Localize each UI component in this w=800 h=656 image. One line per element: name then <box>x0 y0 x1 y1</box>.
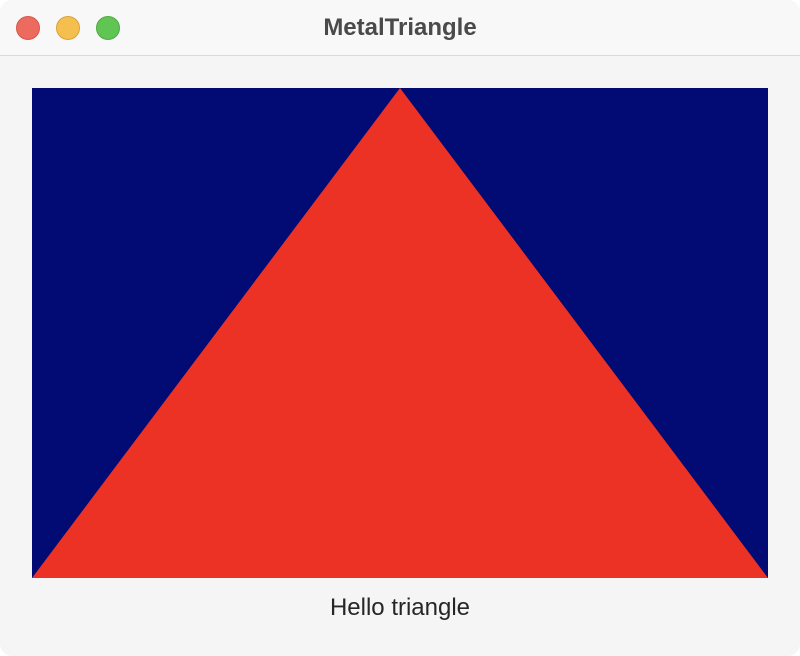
close-button[interactable] <box>16 16 40 40</box>
metal-render-view <box>32 88 768 578</box>
title-bar[interactable]: MetalTriangle <box>0 0 800 56</box>
minimize-button[interactable] <box>56 16 80 40</box>
triangle-shape <box>32 88 768 578</box>
window-title: MetalTriangle <box>323 14 477 41</box>
zoom-button[interactable] <box>96 16 120 40</box>
render-canvas <box>32 88 768 578</box>
hello-label: Hello triangle <box>329 594 471 621</box>
